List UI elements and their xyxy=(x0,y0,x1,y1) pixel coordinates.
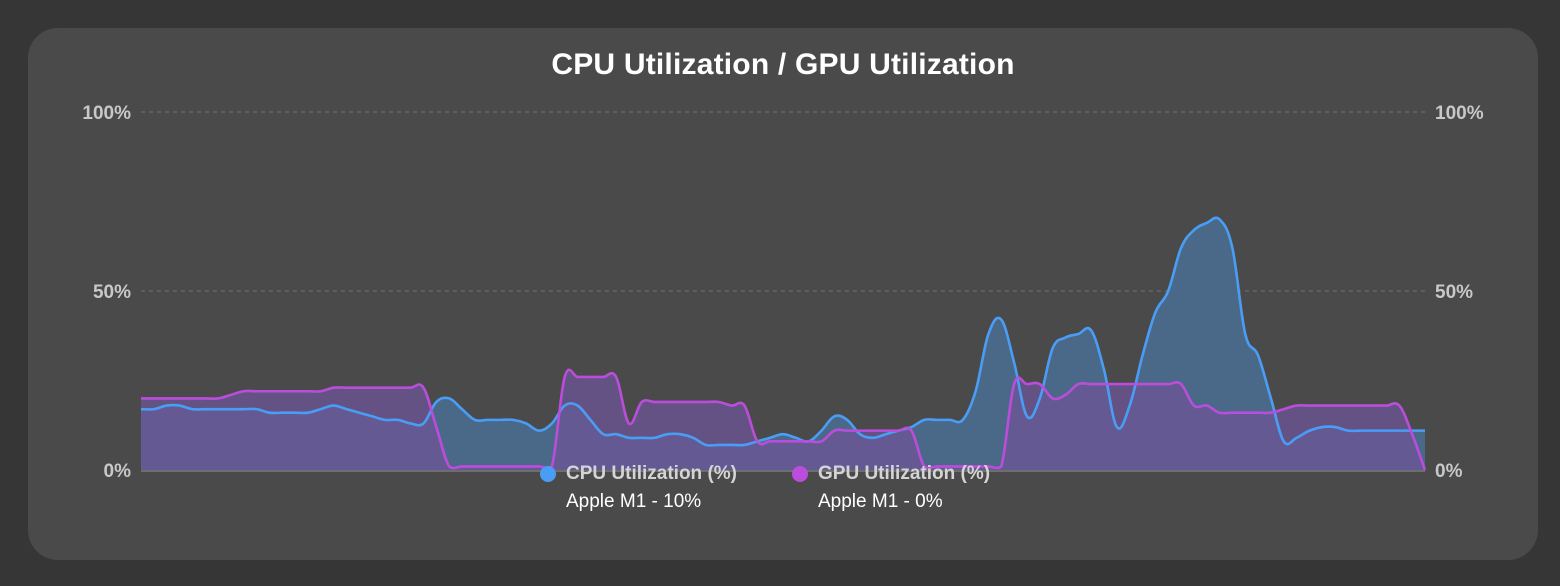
grid-layer xyxy=(141,111,1425,292)
legend-gpu-row: GPU Utilization (%) xyxy=(792,460,990,488)
legend-gpu-sub: Apple M1 - 0% xyxy=(818,491,943,512)
legend-cpu-row: CPU Utilization (%) xyxy=(540,460,737,488)
legend-cpu-sub: Apple M1 - 10% xyxy=(566,491,702,512)
series-layer xyxy=(140,216,1427,471)
y-tick-right-0: 0% xyxy=(1435,461,1463,482)
legend-gpu-label: GPU Utilization (%) xyxy=(818,463,991,484)
axis-layer: 100% 100% 50% 50% 0% 0% xyxy=(82,103,1483,482)
y-tick-left-100: 100% xyxy=(82,103,131,124)
y-tick-right-50: 50% xyxy=(1435,282,1473,303)
chart-title: CPU Utilization / GPU Utilization xyxy=(551,48,1015,81)
series-gpu-line xyxy=(141,368,1427,471)
legend-cpu-dot-icon xyxy=(540,466,556,482)
series-cpu-line xyxy=(140,216,1425,447)
series-gpu-area xyxy=(141,369,1425,470)
legend-gpu: GPU Utilization (%) Apple M1 - 0% xyxy=(792,460,990,516)
legend-cpu-label: CPU Utilization (%) xyxy=(566,463,737,484)
y-tick-left-50: 50% xyxy=(93,282,131,303)
legend-cpu: CPU Utilization (%) Apple M1 - 10% xyxy=(540,460,737,516)
y-tick-left-0: 0% xyxy=(104,461,132,482)
y-tick-right-100: 100% xyxy=(1435,103,1484,124)
legend-gpu-dot-icon xyxy=(792,466,808,482)
